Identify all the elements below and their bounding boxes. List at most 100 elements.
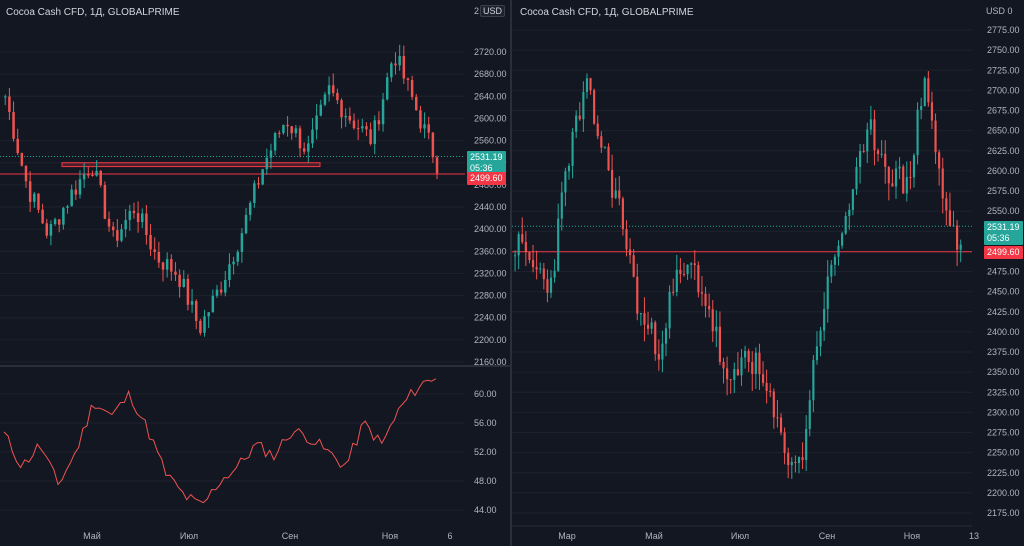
- right-price-tick: 2750.00: [987, 45, 1020, 55]
- right-current-price: 2531.19: [987, 222, 1020, 232]
- right-candle-body: [632, 255, 635, 277]
- right-candle-body: [629, 249, 632, 256]
- right-price-tick: 2350.00: [987, 367, 1020, 377]
- left-candle-body: [28, 181, 32, 202]
- right-candle-body: [801, 457, 804, 461]
- left-candle-body: [294, 128, 298, 134]
- right-candle-body: [876, 150, 880, 155]
- left-candle-body: [95, 170, 98, 176]
- right-price-tick: 2225.00: [987, 468, 1020, 478]
- right-candle-body: [805, 428, 808, 461]
- left-candle-body: [244, 214, 248, 234]
- right-current-price-tag: 2531.19 05:36: [984, 221, 1023, 245]
- left-candle-body: [419, 110, 422, 129]
- pane-divider[interactable]: [510, 0, 512, 546]
- right-price-tick: 2250.00: [987, 448, 1020, 458]
- left-candle-body: [282, 124, 285, 134]
- right-chart-pane[interactable]: 2775.00 2750.00 2725.00 2700.00 2675.00 2650.…: [512, 0, 1024, 546]
- left-candle-body: [70, 189, 73, 207]
- right-usd-partial[interactable]: USD 0: [986, 6, 1013, 16]
- left-candle-body: [265, 157, 269, 170]
- right-price-tick: 2375.00: [987, 347, 1020, 357]
- right-price-tick: 2175.00: [987, 508, 1020, 518]
- right-candle-body: [639, 313, 642, 315]
- right-candle-body: [539, 268, 542, 270]
- right-candle-body: [945, 198, 948, 211]
- right-candle-body: [761, 374, 765, 383]
- left-candle-body: [57, 219, 61, 225]
- left-time-label: Июл: [180, 531, 198, 541]
- right-candle-body: [948, 210, 951, 227]
- left-currency-button[interactable]: USD: [480, 5, 506, 17]
- right-candle-body: [549, 277, 553, 293]
- right-candle-body: [812, 360, 815, 401]
- right-chart-canvas[interactable]: 2775.00 2750.00 2725.00 2700.00 2675.00 2650.…: [512, 0, 1024, 546]
- left-candle-body: [286, 124, 289, 127]
- left-candle-body: [199, 320, 202, 333]
- right-candle-body: [952, 225, 955, 227]
- left-price-tick: 2200.00: [474, 335, 507, 345]
- right-time-label: Июл: [731, 531, 749, 541]
- left-chart-canvas[interactable]: 2720.002680.002640.002600.002560.002520.…: [0, 0, 510, 546]
- left-candle-body: [336, 92, 339, 101]
- right-candle-body: [927, 78, 930, 103]
- left-candle-body: [87, 174, 90, 176]
- left-candle-body: [340, 100, 343, 118]
- left-candle-body: [311, 129, 314, 144]
- right-candle-body: [679, 269, 682, 275]
- left-candle-body: [327, 85, 331, 95]
- left-candle-body: [348, 115, 352, 121]
- right-candle-body: [646, 324, 650, 329]
- right-candle-body: [930, 102, 934, 121]
- right-candle-body: [740, 357, 743, 376]
- right-candle-body: [794, 461, 797, 464]
- right-candle-body: [571, 131, 574, 166]
- left-price-tick: 2680.00: [474, 69, 507, 79]
- right-price-tick: 2400.00: [987, 327, 1020, 337]
- left-candle-body: [273, 133, 277, 151]
- left-candle-body: [82, 174, 86, 180]
- left-candle-body: [12, 111, 15, 139]
- left-axis-top-partial: 2: [474, 6, 480, 16]
- left-candle-body: [145, 213, 148, 236]
- left-candle-body: [427, 124, 430, 133]
- right-candle-body: [779, 417, 783, 433]
- right-candle-body: [593, 90, 596, 124]
- left-price-tick: 2240.00: [474, 313, 507, 323]
- right-candle-body: [880, 153, 883, 155]
- right-level-price-tag: 2499.60: [984, 246, 1023, 259]
- right-candle-body: [841, 233, 844, 246]
- right-candle-body: [661, 343, 664, 360]
- right-candle-body: [600, 136, 603, 148]
- left-candle-body: [323, 94, 327, 105]
- right-candle-body: [866, 129, 869, 152]
- left-candle-body: [33, 193, 36, 202]
- left-indicator-tick: 44.00: [474, 505, 497, 515]
- left-current-price-tag: 2531.19 05:36: [467, 151, 506, 175]
- left-candle-body: [215, 289, 219, 296]
- left-chart-pane[interactable]: 2720.002680.002640.002600.002560.002520.…: [0, 0, 510, 546]
- right-candle-body: [582, 92, 585, 120]
- right-candle-body: [808, 400, 811, 429]
- right-candle-body: [531, 260, 535, 267]
- right-candle-body: [819, 330, 822, 347]
- left-time-label: Ноя: [382, 531, 399, 541]
- right-time-label: Май: [645, 531, 663, 541]
- right-candle-body: [729, 379, 732, 381]
- left-candle-body: [385, 77, 389, 100]
- right-candle-body: [848, 209, 851, 217]
- left-price-tick: 2560.00: [474, 136, 507, 146]
- left-candle-body: [377, 120, 381, 125]
- left-candle-body: [132, 210, 136, 214]
- right-countdown: 05:36: [987, 233, 1010, 243]
- right-candle-body: [938, 152, 941, 169]
- right-candle-body: [636, 276, 639, 314]
- left-current-price: 2531.19: [470, 152, 503, 162]
- left-candle-body: [66, 206, 69, 208]
- left-candle-body: [207, 312, 210, 317]
- right-candle-body: [783, 432, 786, 453]
- right-candle-body: [916, 109, 919, 156]
- right-price-tick: 2325.00: [987, 387, 1020, 397]
- right-candle-body: [851, 189, 854, 210]
- right-candle-body: [625, 229, 628, 250]
